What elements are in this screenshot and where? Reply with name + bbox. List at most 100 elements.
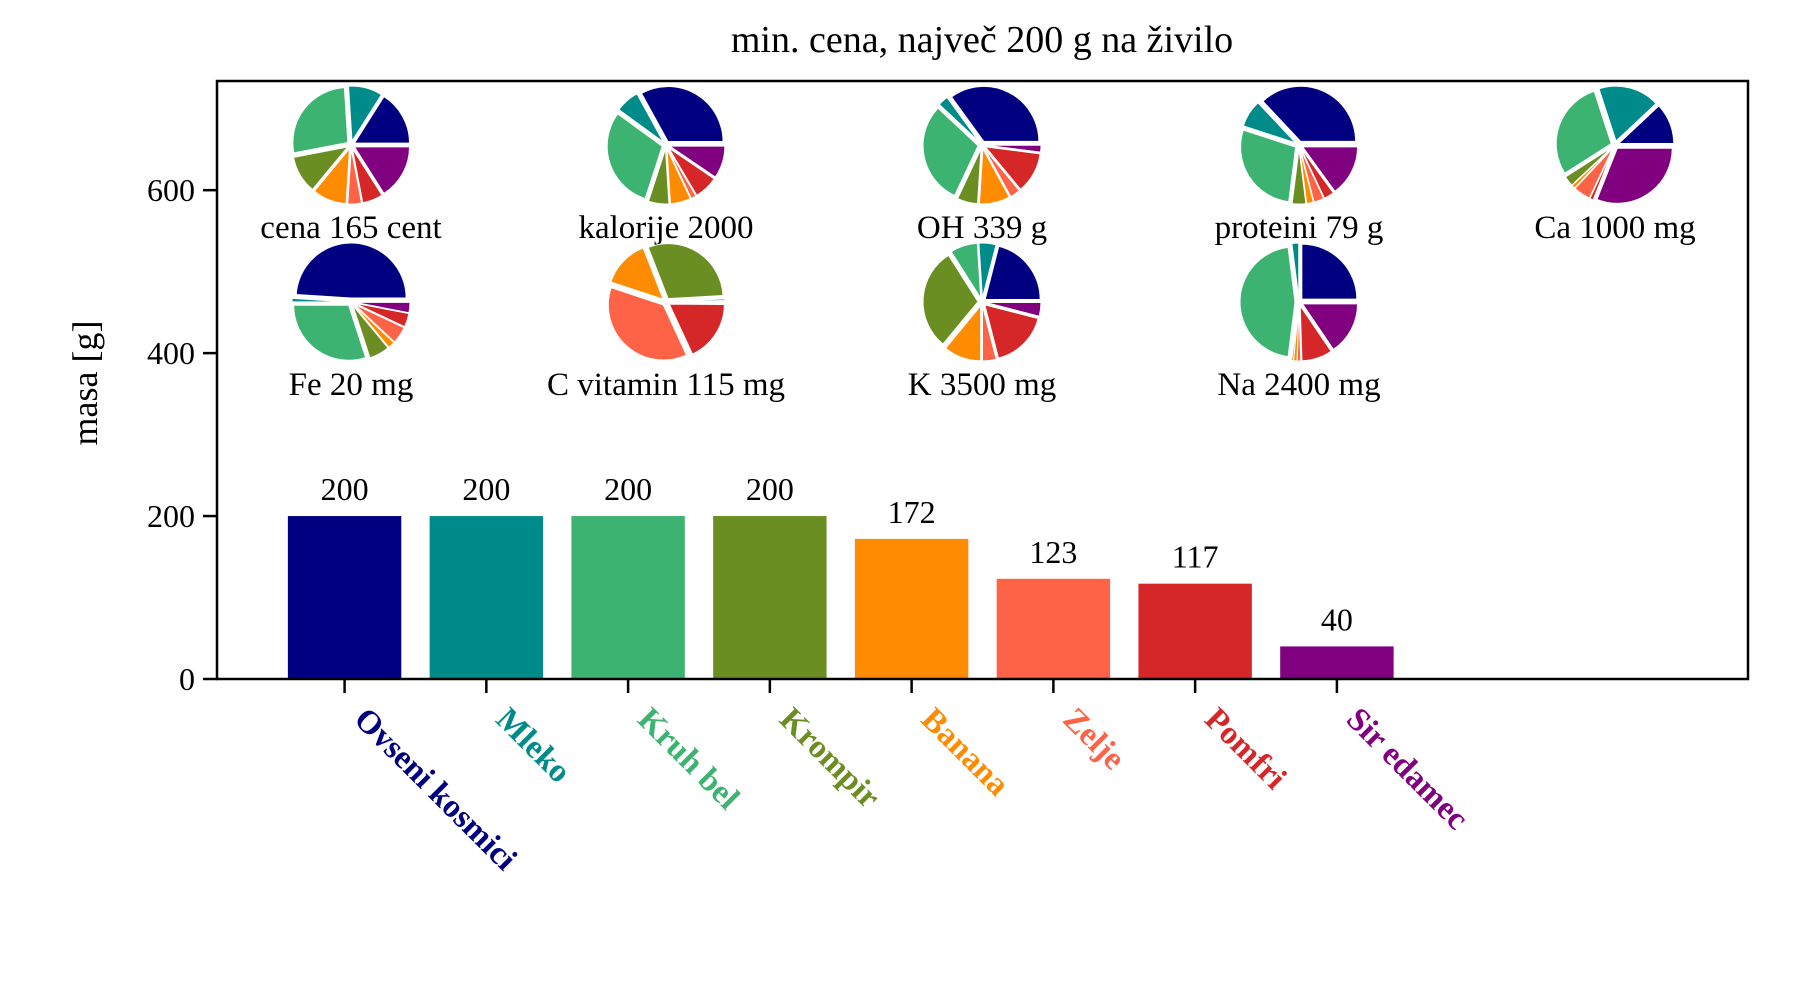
bar-value-label: 172 — [888, 494, 936, 530]
pie-slice — [606, 113, 663, 200]
pie-slice — [985, 302, 1042, 317]
pie-slice — [1596, 147, 1673, 204]
pie-slice — [669, 298, 726, 303]
pie-slice — [1301, 303, 1359, 351]
bar — [713, 516, 827, 679]
pie-slice — [922, 254, 979, 345]
bar-value-label: 40 — [1321, 601, 1353, 637]
inset-pie: kalorije 2000 — [578, 86, 754, 246]
inset-pie: Ca 1000 mg — [1534, 85, 1696, 246]
pie-slice — [647, 243, 724, 300]
pie-label: OH 339 g — [917, 210, 1047, 246]
pie-label: Ca 1000 mg — [1534, 210, 1695, 246]
pie-slice — [292, 87, 349, 154]
pie-slice — [647, 148, 670, 205]
bar — [571, 516, 685, 679]
inset-pie: proteini 79 g — [1215, 85, 1384, 246]
pie-slice — [292, 146, 349, 191]
x-tick-label: Banana — [914, 701, 1016, 803]
bar — [287, 516, 402, 679]
inset-pie: Fe 20 mg — [289, 242, 414, 403]
y-tick-label: 0 — [179, 661, 195, 697]
pie-slice — [666, 148, 692, 205]
pie-slice — [353, 146, 411, 195]
pie-slice — [1301, 146, 1359, 193]
pie-slice — [944, 304, 982, 362]
y-tick-label: 400 — [147, 335, 195, 371]
pie-slice — [1242, 102, 1296, 144]
pie-slice — [984, 146, 1041, 191]
inset-pie: cena 165 cent — [260, 85, 442, 246]
pie-slice — [985, 144, 1042, 153]
bar — [429, 516, 544, 679]
pie-slice — [354, 302, 410, 328]
bar-value-label: 200 — [462, 471, 510, 507]
pie-label: cena 165 cent — [260, 210, 441, 246]
bar — [1280, 646, 1394, 679]
inset-pies: cena 165 cent kalorije 2000 OH 339 g protei… — [260, 85, 1696, 403]
x-tick-label: Kruh bel — [630, 701, 746, 817]
bar — [854, 538, 969, 679]
pie-label: K 3500 mg — [908, 367, 1057, 403]
inset-pie: Na 2400 mg — [1217, 242, 1381, 403]
x-tick-label: Pomfri — [1197, 701, 1292, 796]
pie-slice — [667, 148, 697, 199]
inset-pie: C vitamin 115 mg — [547, 243, 785, 403]
pie-slice — [1296, 305, 1302, 362]
x-tick-label: Zelje — [1056, 701, 1132, 777]
pie-slice — [352, 305, 389, 359]
pie-slice — [640, 86, 724, 143]
pie-label: kalorije 2000 — [578, 210, 753, 246]
pie-slice — [668, 147, 715, 196]
pie-slice — [1291, 242, 1300, 299]
bar-value-label: 200 — [604, 471, 652, 507]
pie-slice — [610, 247, 664, 301]
pie-slice — [1239, 246, 1296, 358]
pie-slice — [353, 95, 411, 144]
inset-pie: OH 339 g — [917, 85, 1047, 246]
pie-slice — [347, 148, 363, 205]
inset-pie: K 3500 mg — [908, 242, 1057, 403]
pie-slice — [668, 145, 726, 178]
bar — [996, 578, 1111, 679]
bars: 200 200 200 200 172 123 117 40 — [287, 471, 1394, 679]
pie-label: proteini 79 g — [1215, 210, 1384, 246]
pie-slice — [1555, 90, 1612, 174]
bar — [1138, 583, 1252, 679]
pie-slice — [984, 304, 1039, 359]
bar-value-label: 123 — [1029, 534, 1077, 570]
plot-frame — [215, 79, 1750, 681]
pie-slice — [984, 245, 1041, 301]
pie-slice — [293, 304, 367, 361]
pie-slice — [354, 301, 411, 314]
pie-slice — [1240, 129, 1297, 203]
pie-slice — [313, 147, 351, 205]
pie-slice — [922, 107, 979, 197]
pie-slice — [351, 148, 383, 204]
pie-slice — [978, 242, 997, 299]
pie-slice — [291, 297, 348, 303]
pie-slice — [1571, 147, 1613, 189]
pie-slice — [1617, 105, 1675, 145]
pie-label: C vitamin 115 mg — [547, 367, 785, 403]
pie-slice — [982, 305, 997, 362]
pie-slice — [1589, 148, 1614, 201]
pie-slice — [978, 147, 1011, 205]
chart-title: min. cena, največ 200 g na živilo — [731, 19, 1233, 61]
bar-value-label: 200 — [746, 471, 794, 507]
pie-slice — [618, 93, 664, 143]
pie-slice — [295, 242, 407, 299]
pie-slice — [607, 287, 688, 361]
pie-slice — [956, 148, 982, 205]
pie-label: Na 2400 mg — [1217, 367, 1380, 403]
pie-slice — [1299, 148, 1315, 205]
pie-slice — [348, 85, 383, 143]
pie-slice — [1574, 147, 1614, 199]
pie-slice — [353, 304, 395, 348]
pie-label: Fe 20 mg — [289, 367, 414, 403]
pie-slice — [1262, 85, 1357, 142]
pie-slice — [1300, 148, 1335, 199]
pie-slice — [1598, 85, 1657, 143]
pie-slice — [1564, 147, 1613, 186]
